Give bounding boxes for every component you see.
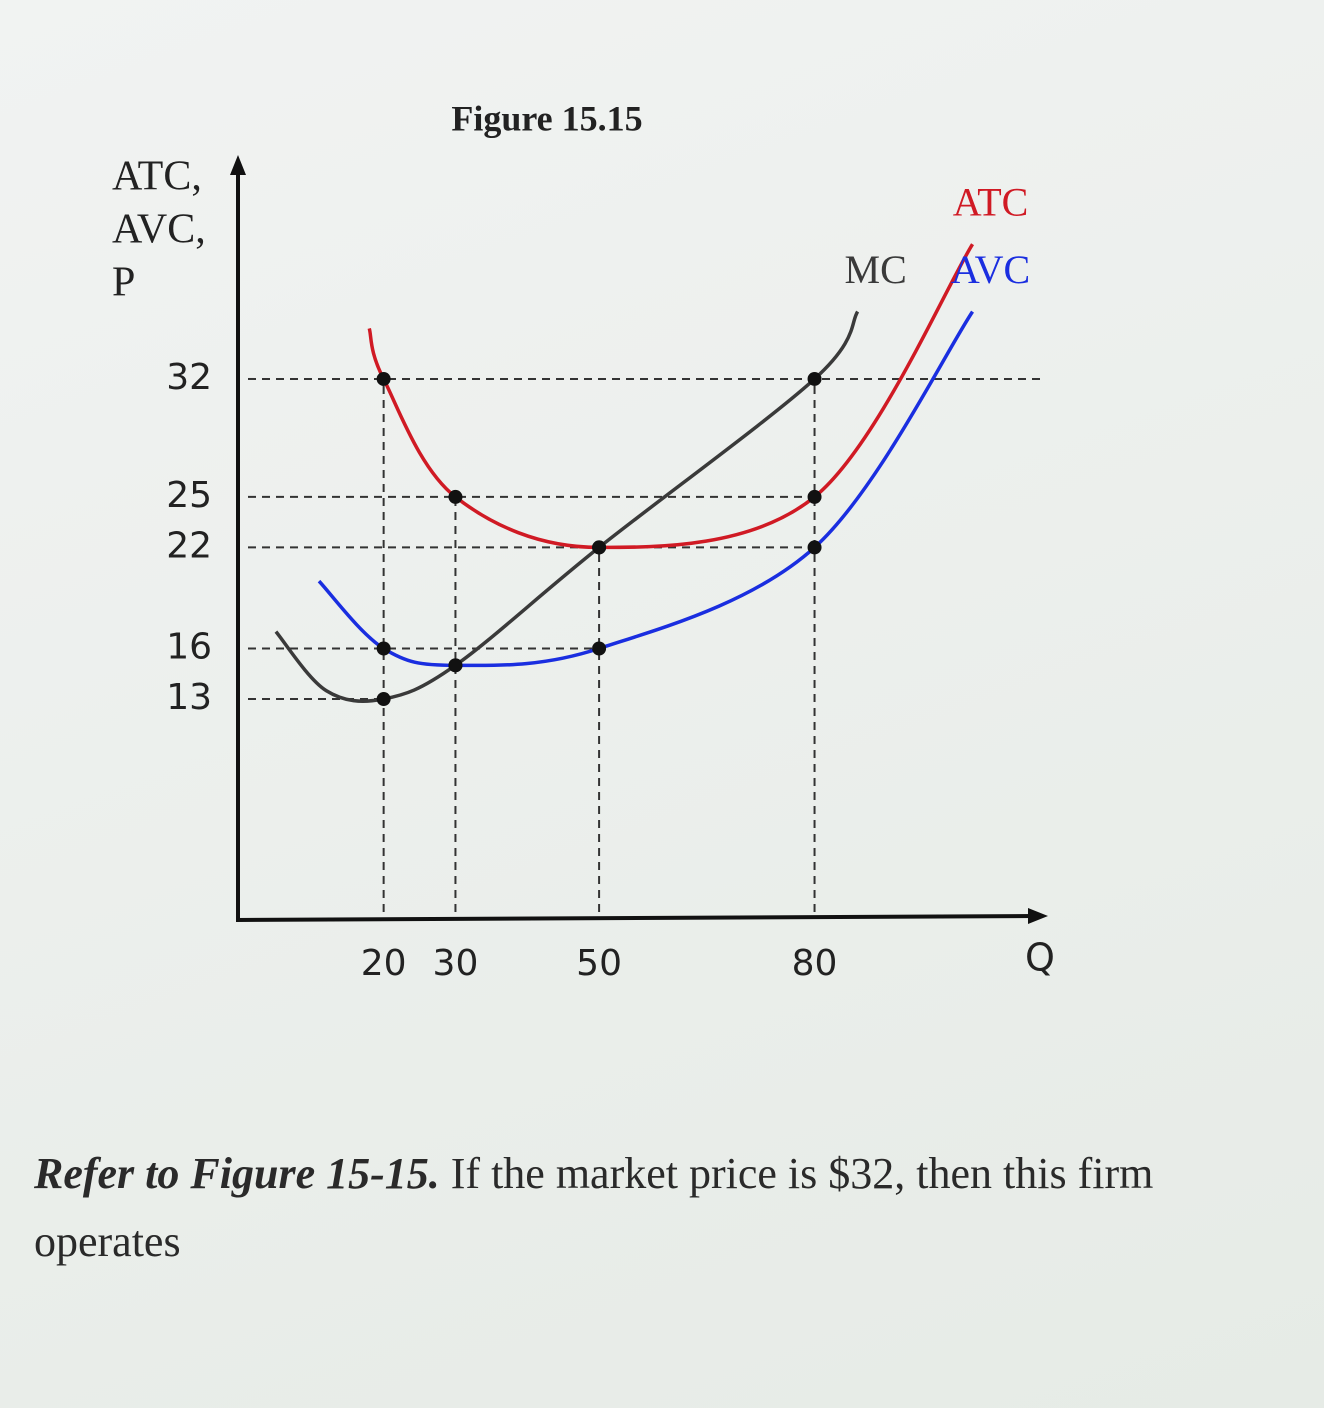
point	[592, 540, 607, 555]
y-tick-label: 25	[166, 475, 212, 516]
point	[592, 641, 607, 656]
point	[807, 371, 822, 386]
y-arrow	[230, 155, 246, 175]
series-line	[274, 310, 860, 703]
x-tick-label: 80	[792, 943, 838, 984]
series-label: ATC	[953, 179, 1029, 224]
point	[376, 692, 391, 707]
question-reference: Refer to Figure 15-15.	[34, 1149, 440, 1198]
point	[448, 658, 463, 673]
series-label: AVC	[951, 247, 1030, 292]
chart: Figure 15.15 ATC, AVC, P Q 13 16 22 25 32 20 3…	[112, 98, 1055, 984]
question: Refer to Figure 15-15. If the market pri…	[34, 1140, 1294, 1276]
point	[807, 540, 822, 555]
point	[448, 489, 463, 504]
x-axis-label: Q	[1025, 936, 1055, 980]
x-tick-label: 30	[433, 943, 479, 984]
series-line	[317, 310, 974, 668]
x-tick-label: 20	[361, 943, 407, 984]
x-tick-label: 50	[576, 943, 622, 984]
point	[376, 371, 391, 386]
point	[376, 641, 391, 656]
y-axis-label: ATC,	[112, 154, 202, 200]
y-tick-label: 16	[166, 626, 212, 667]
y-axis-label: AVC,	[112, 207, 206, 253]
x-axis	[235, 914, 1036, 922]
series-label: MC	[845, 247, 907, 292]
chart-title: Figure 15.15	[451, 98, 642, 138]
point	[807, 489, 822, 504]
y-tick-label: 22	[166, 525, 212, 566]
x-arrow	[1028, 908, 1048, 924]
question-text: If the market price is $32, then this fi…	[34, 1149, 1154, 1266]
y-tick-label: 32	[166, 357, 212, 398]
y-axis-label: P	[112, 260, 135, 306]
y-tick-label: 13	[166, 677, 212, 718]
